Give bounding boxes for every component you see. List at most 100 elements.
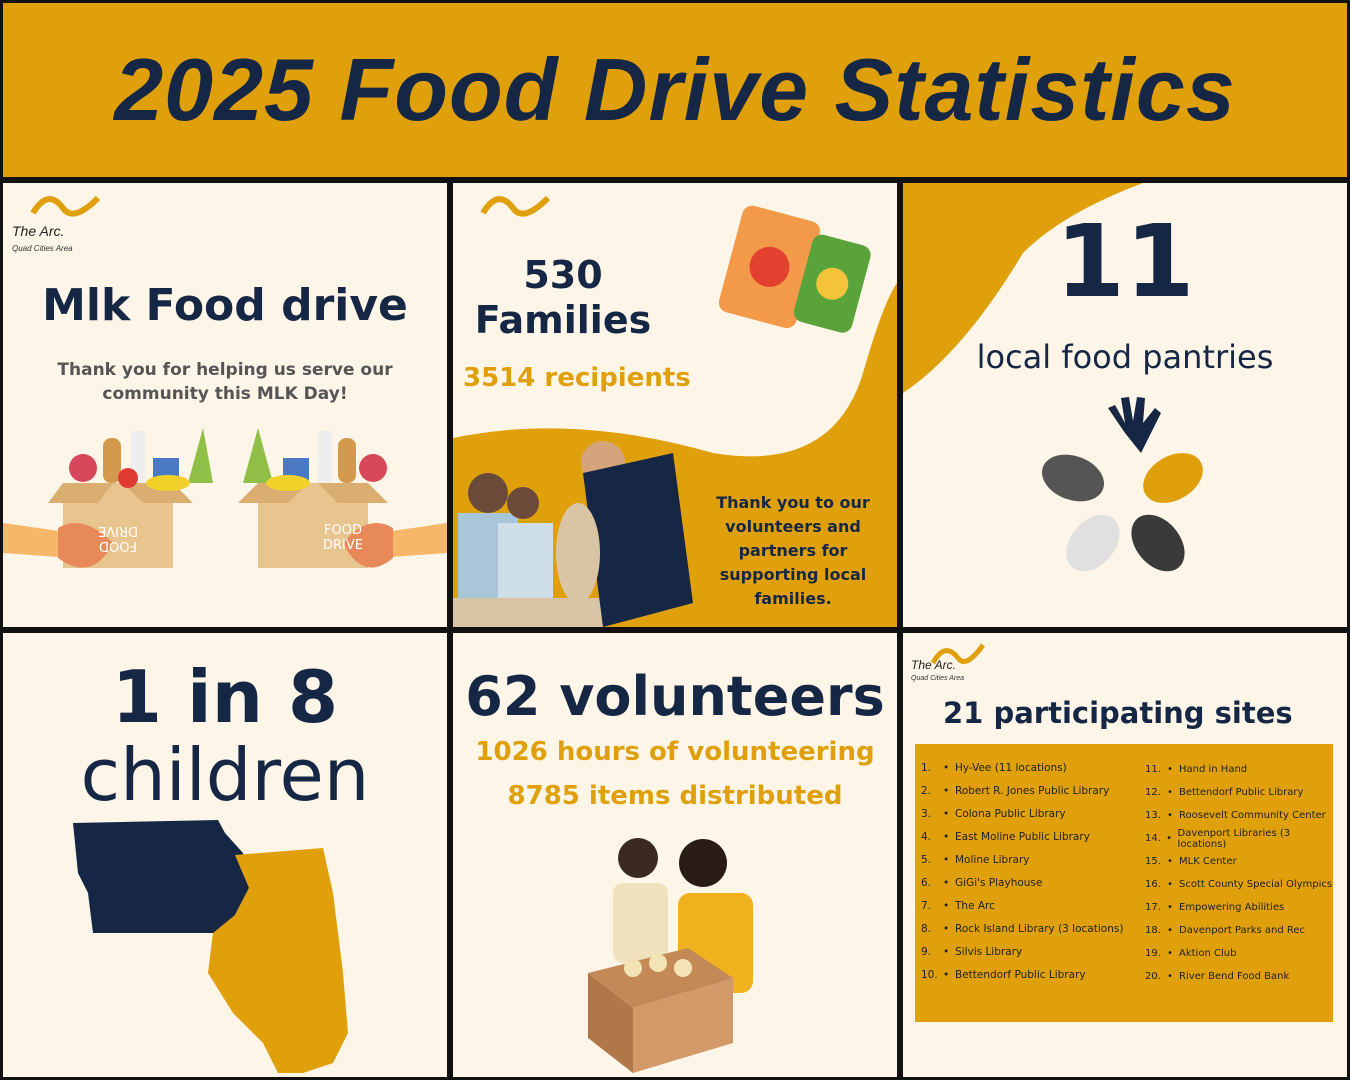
bullet: • [943,853,950,866]
site-name: Davenport Libraries (3 locations) [1177,827,1291,850]
bullet: • [1167,948,1173,959]
bullet: • [943,968,950,981]
grocery-box-left [3,428,213,568]
site-number: 12. [1145,787,1161,798]
sites-title: 21 participating sites [943,696,1293,730]
site-name: Davenport Parks and Rec [1179,925,1306,936]
site-item: 7. • The Arc [921,894,1141,917]
box-label-mirrored: FOOD DRIVE [98,523,138,553]
site-number: 6. [921,876,932,889]
header-title: 2025 Food Drive Statistics [114,40,1236,139]
mlk-title: Mlk Food drive [42,280,408,331]
site-name: Rock Island Library (3 locations) [955,922,1124,935]
site-item: 2. • Robert R. Jones Public Library [921,779,1141,802]
volunteers-illustration [453,441,693,627]
site-item: 5. • Moline Library [921,848,1141,871]
logo-name: The Arc. [911,658,956,672]
panel-mlk-art [3,195,447,568]
site-item: 19. • Aktion Club [1145,942,1335,965]
recipients: 3514 recipients [463,363,691,393]
sites-box: 1. • Hy-Vee (11 locations) 2. • Robert R. Jon… [915,744,1333,1022]
site-item: 6. • GiGi's Playhouse [921,871,1141,894]
sites-column: 11. • Hand in Hand 12. • Bettendorf Public Li… [1145,758,1335,988]
volunteer-hours: 1026 hours of volunteering [475,737,875,767]
bullet: • [943,945,950,958]
panel-volunteers-art [588,838,753,1073]
logo-mark [930,643,986,665]
site-item: 10. • Bettendorf Public Library [921,963,1141,986]
site-name: Hand in Hand [1179,764,1248,775]
site-number: 16. [1145,879,1161,890]
families-thanks: Thank you to our volunteers and partners… [716,493,870,608]
site-item: 20. • River Bend Food Bank [1145,965,1335,988]
cans [718,205,871,333]
site-name: Robert R. Jones Public Library [955,784,1110,797]
panel-children-art [73,820,348,1073]
site-number: 15. [1145,856,1161,867]
site-name: River Bend Food Bank [1179,971,1290,982]
site-number: 1. [921,761,932,774]
bullet: • [943,876,950,889]
site-name: Roosevelt Community Center [1179,810,1326,821]
site-name: Colona Public Library [955,807,1066,820]
site-name: Moline Library [955,853,1030,866]
iowa-shape [73,820,249,933]
panel-sites: The Arc. Quad Cities Area 21 participati… [903,633,1347,1077]
site-number: 10. [921,968,938,981]
site-name: Bettendorf Public Library [955,968,1086,981]
site-number: 20. [1145,971,1161,982]
bullet: • [943,761,950,774]
site-name: GiGi's Playhouse [955,876,1043,889]
bullet: • [943,899,950,912]
site-number: 8. [921,922,932,935]
site-number: 3. [921,807,932,820]
logo-name: The Arc. [12,223,65,239]
illinois-shape [208,848,348,1073]
site-item: 15. • MLK Center [1145,850,1335,873]
panel-pantries: 11 local food pantries [903,183,1347,627]
pantries-label: local food pantries [976,338,1274,376]
site-number: 4. [921,830,932,843]
bullet: • [1167,856,1173,867]
site-number: 11. [1145,764,1161,775]
bullet: • [1166,833,1172,844]
bullet: • [1167,925,1173,936]
box-label: FOOD DRIVE [323,523,363,553]
site-name: Hy-Vee (11 locations) [955,761,1067,774]
bullet: • [943,830,950,843]
panel-families: 530 Families 3514 recipients Thank you t… [453,183,897,627]
site-number: 17. [1145,902,1161,913]
site-name: Scott County Special Olympics [1179,879,1333,890]
site-name: MLK Center [1179,856,1237,867]
panel-children: 1 in 8 children [3,633,447,1077]
bullet: • [1167,787,1173,798]
families-count: 530 [523,253,603,297]
site-number: 2. [921,784,932,797]
site-item: 9. • Silvis Library [921,940,1141,963]
children-label: children [80,733,370,817]
mlk-text: Thank you for helping us serve our commu… [57,360,393,404]
site-number: 7. [921,899,932,912]
site-item: 14. • Davenport Libraries (3 locations) [1145,827,1335,850]
bullet: • [1167,810,1173,821]
site-number: 14. [1145,833,1161,844]
sites-column: 1. • Hy-Vee (11 locations) 2. • Robert R. Jon… [921,756,1141,986]
site-item: 17. • Empowering Abilities [1145,896,1335,919]
panel-mlk: The Arc. Quad Cities Area Mlk Food drive… [3,183,447,627]
logo-sub: Quad Cities Area [12,244,73,253]
site-number: 13. [1145,810,1161,821]
site-name: The Arc [955,899,995,912]
site-name: East Moline Public Library [955,830,1090,843]
header [0,0,1350,180]
site-item: 8. • Rock Island Library (3 locations) [921,917,1141,940]
site-item: 18. • Davenport Parks and Rec [1145,919,1335,942]
families-label: Families [474,298,652,342]
bullet: • [943,922,950,935]
site-item: 1. • Hy-Vee (11 locations) [921,756,1141,779]
site-item: 11. • Hand in Hand [1145,758,1335,781]
bullet: • [1167,902,1173,913]
bullet: • [1167,971,1173,982]
site-name: Empowering Abilities [1179,902,1285,913]
